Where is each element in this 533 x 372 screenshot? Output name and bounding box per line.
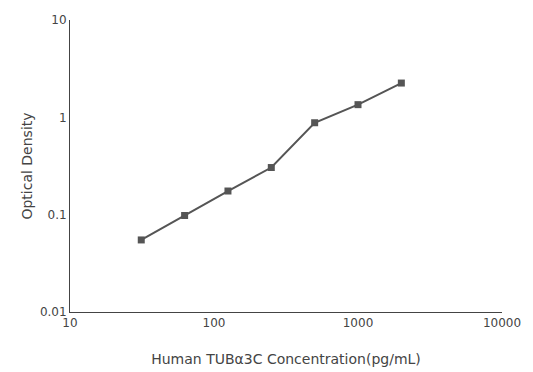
svg-text:1: 1: [59, 111, 67, 125]
svg-text:10: 10: [62, 316, 77, 330]
svg-text:10000: 10000: [483, 316, 521, 330]
svg-text:0.1: 0.1: [48, 208, 67, 222]
svg-text:0.01: 0.01: [40, 305, 67, 319]
svg-text:1000: 1000: [343, 316, 374, 330]
svg-text:10: 10: [51, 13, 66, 27]
svg-text:Optical Density: Optical Density: [19, 112, 35, 219]
svg-text:Human TUBα3C Concentration(pg/: Human TUBα3C Concentration(pg/mL): [151, 351, 421, 367]
svg-text:100: 100: [203, 316, 226, 330]
